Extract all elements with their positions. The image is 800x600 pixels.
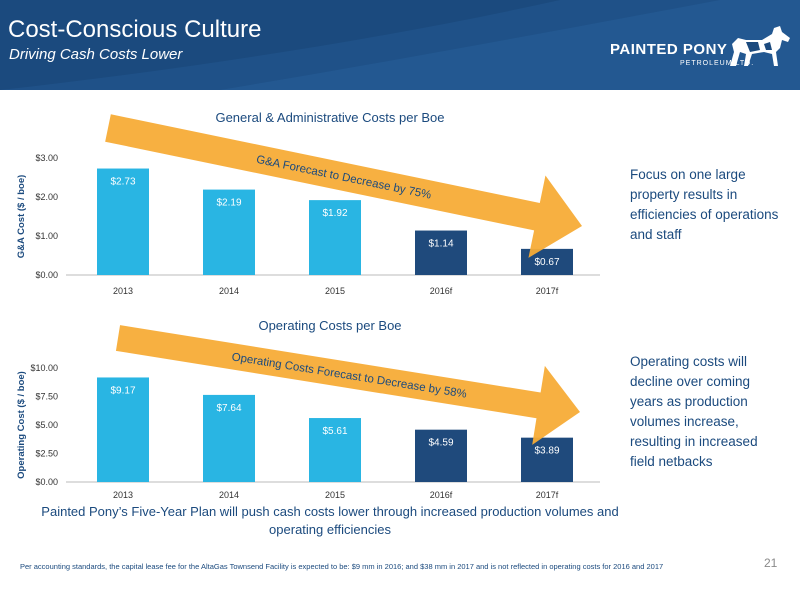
ga-bar bbox=[97, 168, 149, 275]
opex-data-label: $9.17 bbox=[110, 385, 135, 396]
ga-data-label: $1.14 bbox=[428, 239, 453, 250]
opex-ytick-label: $2.50 bbox=[35, 449, 58, 459]
footnote: Per accounting standards, the capital le… bbox=[20, 562, 664, 571]
ga-y-axis-title: G&A Cost ($ / boe) bbox=[16, 175, 27, 259]
ga-bar bbox=[203, 189, 255, 275]
opex-data-label: $3.89 bbox=[534, 446, 559, 457]
five-year-plan-caption: Painted Pony’s Five-Year Plan will push … bbox=[41, 504, 619, 537]
ga-category-label: 2015 bbox=[325, 286, 345, 296]
opex-bar bbox=[415, 429, 467, 482]
ga-side-note: Focus on one large property results in e… bbox=[630, 167, 779, 242]
page-number: 21 bbox=[764, 556, 778, 570]
ga-ytick-label: $1.00 bbox=[35, 231, 58, 241]
opex-ytick-label: $5.00 bbox=[35, 420, 58, 430]
opex-category-label: 2017f bbox=[536, 490, 559, 500]
opex-bar bbox=[203, 394, 255, 482]
ga-chart-title: General & Administrative Costs per Boe bbox=[215, 110, 445, 125]
opex-bar bbox=[521, 437, 573, 482]
ga-chart: $0.00 $1.00 $2.00 $3.00 G&A Cost ($ / boe) $2… bbox=[16, 114, 600, 296]
opex-category-label: 2015 bbox=[325, 490, 345, 500]
opex-ytick-label: $10.00 bbox=[30, 363, 58, 373]
opex-ytick-label: $7.50 bbox=[35, 392, 58, 402]
header-wave-decoration bbox=[0, 0, 800, 90]
opex-bar bbox=[97, 377, 149, 482]
opex-chart-title: Operating Costs per Boe bbox=[258, 318, 402, 333]
opex-data-label: $4.59 bbox=[428, 438, 453, 449]
ga-ytick-label: $2.00 bbox=[35, 192, 58, 202]
opex-data-label: $5.61 bbox=[322, 426, 347, 437]
opex-category-label: 2013 bbox=[113, 490, 133, 500]
slide-title: Cost-Conscious Culture bbox=[8, 16, 262, 43]
ga-category-label: 2016f bbox=[430, 286, 453, 296]
ga-data-label: $2.19 bbox=[216, 198, 241, 209]
opex-ytick-label: $0.00 bbox=[35, 477, 58, 487]
ga-category-label: 2017f bbox=[536, 286, 559, 296]
ga-data-label: $0.67 bbox=[534, 257, 559, 268]
logo-name: PAINTED PONY bbox=[610, 41, 728, 58]
ga-ytick-label: $0.00 bbox=[35, 270, 58, 280]
slide-subtitle: Driving Cash Costs Lower bbox=[9, 46, 183, 63]
ga-data-label: $1.92 bbox=[322, 208, 347, 219]
opex-bar bbox=[309, 418, 361, 482]
ga-category-label: 2013 bbox=[113, 286, 133, 296]
ga-bar bbox=[309, 200, 361, 275]
logo-subtitle: PETROLEUM LTD. bbox=[680, 60, 755, 67]
opex-y-axis-title: Operating Cost ($ / boe) bbox=[16, 371, 27, 479]
ga-data-label: $2.73 bbox=[110, 177, 135, 188]
horse-icon bbox=[730, 26, 790, 66]
ga-bar bbox=[415, 230, 467, 275]
ga-ytick-label: $3.00 bbox=[35, 153, 58, 163]
opex-category-label: 2016f bbox=[430, 490, 453, 500]
header-banner: Cost-Conscious Culture Driving Cash Cost… bbox=[0, 0, 800, 90]
opex-data-label: $7.64 bbox=[216, 403, 241, 414]
opex-category-label: 2014 bbox=[219, 490, 239, 500]
company-logo: PAINTED PONY PETROLEUM LTD. bbox=[606, 22, 796, 72]
ga-category-label: 2014 bbox=[219, 286, 239, 296]
opex-side-note: Operating costs will decline over coming… bbox=[630, 354, 758, 469]
